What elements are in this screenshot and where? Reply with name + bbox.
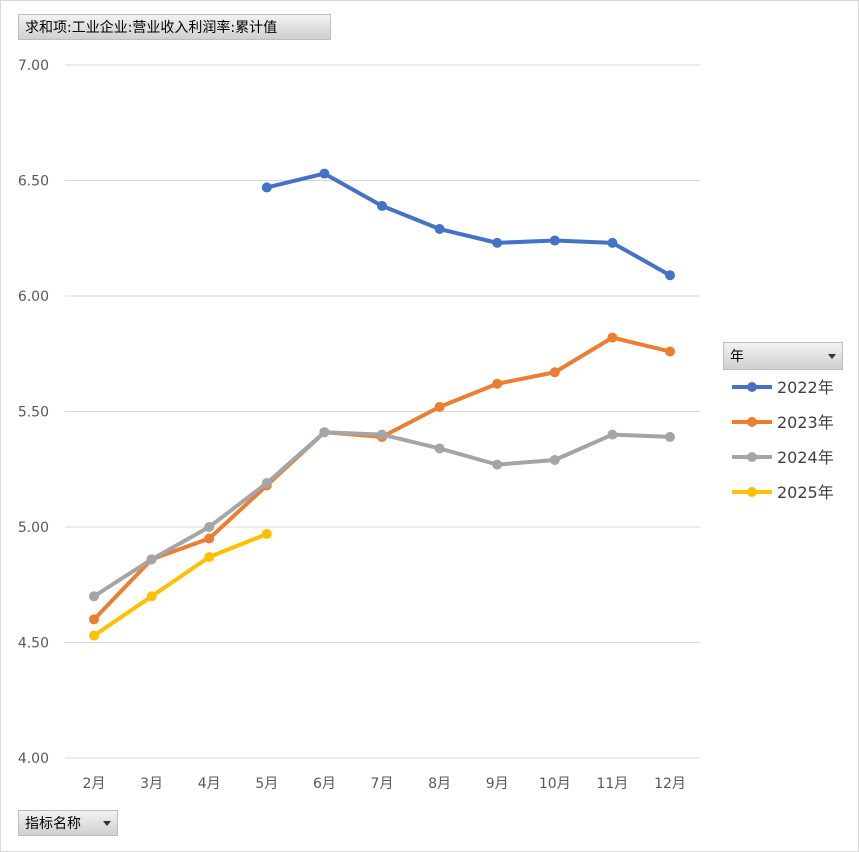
data-point xyxy=(607,237,618,248)
data-point xyxy=(549,235,560,246)
data-point xyxy=(665,431,675,442)
data-point xyxy=(89,614,99,625)
y-tick-label: 5.50 xyxy=(18,405,49,421)
legend-swatch-marker xyxy=(747,382,757,392)
y-tick-label: 5.00 xyxy=(18,520,49,536)
legend-label: 2024年 xyxy=(777,448,834,467)
x-tick-label: 9月 xyxy=(486,776,509,792)
data-point xyxy=(319,168,330,179)
y-tick-label: 7.00 xyxy=(18,58,49,74)
data-point xyxy=(434,401,445,412)
data-point xyxy=(261,478,272,489)
series-lines xyxy=(89,168,675,641)
legend: 2022年 2023年 2024年 2025年 xyxy=(732,378,834,502)
legend-item[interactable]: 2023年 xyxy=(732,413,834,432)
chevron-down-icon[interactable] xyxy=(103,820,111,826)
axis-field-label: 指标名称 xyxy=(25,816,81,832)
value-field-label: 求和项:工业企业:营业收入利润率:累计值 xyxy=(25,20,278,36)
y-tick-label: 4.00 xyxy=(18,751,49,767)
data-point xyxy=(377,200,387,211)
x-tick-label: 6月 xyxy=(313,776,336,792)
legend-label: 2023年 xyxy=(777,413,834,432)
data-point xyxy=(434,443,445,454)
series-line xyxy=(264,171,672,278)
x-tick-label: 10月 xyxy=(539,776,571,792)
series-2025年 xyxy=(89,528,272,641)
data-point xyxy=(549,367,560,378)
series-2022年 xyxy=(261,168,675,281)
legend-item[interactable]: 2025年 xyxy=(732,483,834,502)
legend-item[interactable]: 2024年 xyxy=(732,448,834,467)
data-point xyxy=(261,528,272,539)
data-point xyxy=(204,522,215,532)
data-point xyxy=(492,237,503,248)
data-point xyxy=(607,429,618,440)
legend-label: 2022年 xyxy=(777,378,834,397)
data-point xyxy=(146,554,157,565)
y-tick-label: 4.50 xyxy=(18,636,49,652)
x-tick-label: 7月 xyxy=(371,776,394,792)
data-point xyxy=(261,182,272,193)
data-point xyxy=(492,459,503,470)
data-point xyxy=(665,346,675,357)
data-point xyxy=(89,630,99,641)
legend-swatch-marker xyxy=(747,417,757,427)
x-tick-label: 8月 xyxy=(428,776,451,792)
legend-swatch-marker xyxy=(747,487,757,497)
x-tick-label: 11月 xyxy=(596,776,628,792)
data-point xyxy=(492,378,503,389)
data-point xyxy=(319,427,330,438)
data-point xyxy=(204,552,215,563)
x-axis-ticks: 2月 3月 4月 5月 6月 7月 8月 9月 10月 11月 12月 xyxy=(83,776,686,792)
legend-field-label: 年 xyxy=(730,349,744,365)
x-tick-label: 3月 xyxy=(140,776,163,792)
data-point xyxy=(665,270,675,281)
data-point xyxy=(377,429,387,440)
series-2024年 xyxy=(89,427,675,602)
legend-swatch-marker xyxy=(747,452,757,462)
data-point xyxy=(549,455,560,466)
series-line xyxy=(92,430,672,599)
data-point xyxy=(204,533,215,544)
axis-field-button[interactable]: 指标名称 xyxy=(18,810,118,836)
data-point xyxy=(146,591,157,602)
x-tick-label: 2月 xyxy=(83,776,106,792)
legend-label: 2025年 xyxy=(777,483,834,502)
y-tick-label: 6.50 xyxy=(18,174,49,190)
x-tick-label: 4月 xyxy=(198,776,221,792)
chevron-down-icon[interactable] xyxy=(828,353,836,359)
value-field-button[interactable]: 求和项:工业企业:营业收入利润率:累计值 xyxy=(18,14,331,40)
data-point xyxy=(607,332,618,343)
data-point xyxy=(434,224,445,235)
y-tick-label: 6.00 xyxy=(18,289,49,305)
x-tick-label: 5月 xyxy=(255,776,278,792)
gridlines xyxy=(65,64,700,759)
series-line xyxy=(92,531,269,638)
x-tick-label: 12月 xyxy=(654,776,686,792)
legend-item[interactable]: 2022年 xyxy=(732,378,834,397)
legend-field-button[interactable]: 年 xyxy=(723,342,843,370)
y-axis-ticks: 4.00 4.50 5.00 5.50 6.00 6.50 7.00 xyxy=(18,58,49,767)
data-point xyxy=(89,591,99,602)
